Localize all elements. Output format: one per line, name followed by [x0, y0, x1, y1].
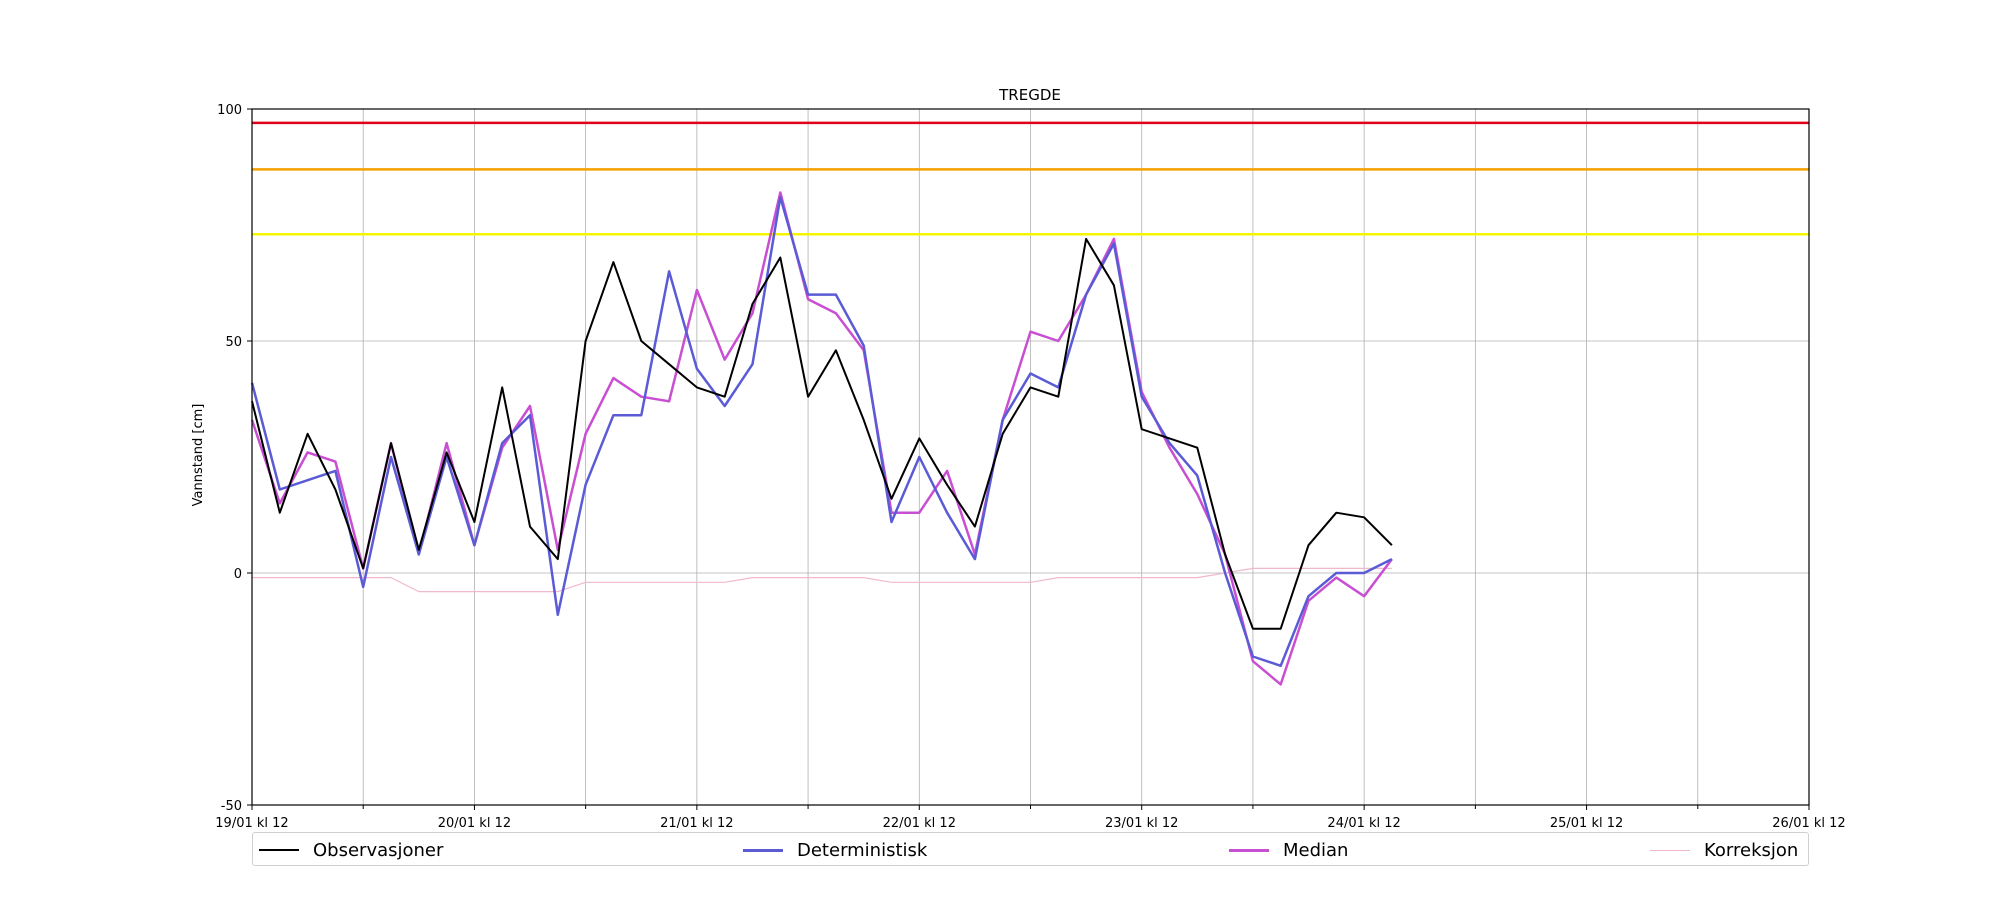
x-tick-label: 25/01 kl 12	[1550, 816, 1623, 831]
legend-swatch-korreksjon	[1650, 849, 1690, 851]
legend-item-deterministisk: Deterministisk	[743, 833, 927, 867]
threshold-lines	[252, 121, 1809, 236]
y-tick-label: 50	[225, 335, 242, 350]
series-lines	[250, 191, 1393, 686]
x-tick-label: 23/01 kl 12	[1105, 816, 1178, 831]
y-tick-label: -50	[221, 799, 242, 814]
x-tick-label: 26/01 kl 12	[1772, 816, 1845, 831]
legend-item-korreksjon: Korreksjon	[1650, 833, 1798, 867]
legend-swatch-deterministisk	[743, 848, 783, 852]
legend-swatch-median	[1229, 848, 1269, 852]
y-tick-label: 100	[217, 103, 242, 118]
grid-lines	[251, 108, 1810, 806]
legend: Observasjoner Deterministisk Median Korr…	[252, 832, 1809, 866]
series-line-korreksjon	[252, 567, 1392, 593]
x-tick-label: 22/01 kl 12	[883, 816, 956, 831]
x-tick-label: 19/01 kl 12	[215, 816, 288, 831]
axis-ticks: -50 0 50 100 19/01 kl 12 20/01 kl 12 21/01 kl …	[215, 103, 1845, 831]
legend-item-median: Median	[1229, 833, 1348, 867]
legend-item-observasjoner: Observasjoner	[259, 833, 443, 867]
legend-label-median: Median	[1283, 839, 1349, 861]
chart-title: TREGDE	[998, 86, 1061, 104]
y-axis-label: Vannstand [cm]	[191, 404, 206, 507]
y-tick-label: 0	[234, 567, 242, 582]
legend-label-deterministisk: Deterministisk	[797, 839, 928, 861]
x-tick-label: 20/01 kl 12	[438, 816, 511, 831]
x-tick-label: 24/01 kl 12	[1327, 816, 1400, 831]
legend-label-korreksjon: Korreksjon	[1704, 839, 1799, 861]
legend-swatch-observasjoner	[259, 849, 299, 851]
series-line-median	[250, 191, 1393, 686]
legend-label-observasjoner: Observasjoner	[313, 839, 444, 861]
series-line-deterministisk	[250, 195, 1393, 668]
x-tick-label: 21/01 kl 12	[660, 816, 733, 831]
series-line-observasjoner	[251, 237, 1393, 630]
